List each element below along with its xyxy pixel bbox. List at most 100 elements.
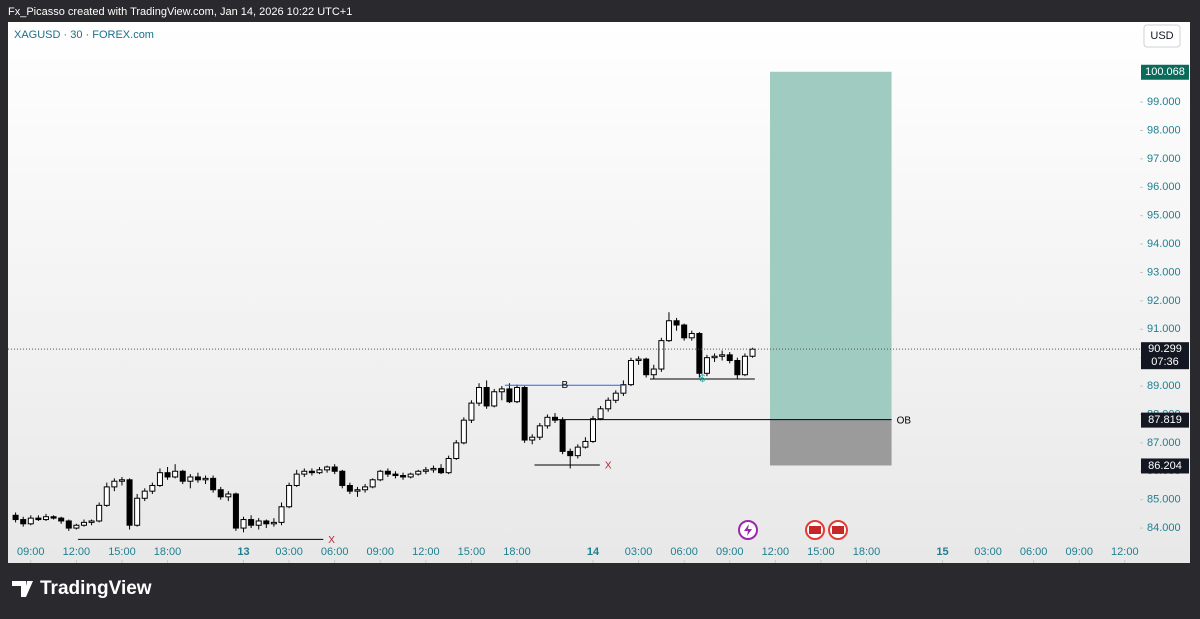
candle-body [612,392,619,401]
x-tick-label: 09:00 [716,546,744,558]
countdown: 07:36 [1151,356,1179,368]
x-tick-label: 03:00 [625,546,653,558]
logo-mark [12,581,33,597]
candle-body [111,480,118,488]
candle-body [232,493,239,529]
lightning [744,524,752,536]
candle-body [597,408,604,420]
candle-body [331,466,338,472]
price-tag-label: 86.204 [1148,460,1182,472]
candle-body [711,355,718,359]
candle-body [286,484,293,508]
candle-body [255,520,262,526]
x-tick-label: 18:00 [503,546,531,558]
candle-body [643,358,650,376]
candle-body [240,519,247,529]
candle-body [696,333,703,374]
candle-body [50,516,57,519]
candle-body [202,477,209,481]
candle-body [118,479,125,482]
candle-body [35,517,42,521]
candle-body [58,517,65,522]
candle-body [126,479,133,526]
candle-body [476,386,483,404]
candle-body [529,436,536,441]
candle-body [88,520,95,523]
candle-body [627,360,634,386]
candle-body [665,320,672,342]
caption: Fx_Picasso created with TradingView.com,… [8,6,352,18]
level-label: X [605,461,612,472]
candle-body [149,484,156,492]
candle-body [308,470,315,474]
candle-body [703,357,710,374]
y-tick-label: 87.000 [1147,437,1181,449]
candle-body [681,324,688,339]
candle-body [248,519,255,526]
candle-body [339,470,346,486]
chart-title: XAGUSD · 30 · FOREX.com [14,29,154,41]
candle-body [483,386,490,407]
candle-body [605,399,612,410]
x-tick-label: 06:00 [670,546,698,558]
candle-body [42,516,49,521]
candle-body [582,440,589,448]
x-tick-label: 09:00 [17,546,45,558]
candle-body [20,519,27,525]
y-tick-label: 96.000 [1147,181,1181,193]
candle-body [179,470,186,482]
candle-body [217,489,224,498]
candle-body [27,517,34,525]
footer [0,563,1200,614]
y-tick-label: 91.000 [1147,323,1181,335]
candle-body [688,333,695,339]
candle-body [574,446,581,457]
candle-body [187,476,194,482]
candle-body [407,473,414,478]
x-tick-label: 15:00 [108,546,136,558]
candle-body [506,388,513,403]
candle-body [658,340,665,370]
candle-body [559,419,566,452]
candle-body [164,472,171,478]
candle-body [589,418,597,442]
candle-body [225,493,232,498]
x-tick-label: 12:00 [762,546,790,558]
candle-body [749,348,756,357]
x-tick-label: 03:00 [275,546,303,558]
y-tick-label: 92.000 [1147,295,1181,307]
y-tick-label: 95.000 [1147,210,1181,222]
y-tick-label: 89.000 [1147,380,1181,392]
candle-body [73,524,80,529]
candle-body [301,470,308,475]
candle-body [620,384,627,394]
x-tick-label: 06:00 [1020,546,1048,558]
candle-body [369,479,376,488]
level-label: OB [897,415,912,426]
x-tick-label: 13 [237,546,249,558]
candle-body [377,470,384,481]
candle-body [141,490,148,499]
plot: 09:00 12:00 15:00 18:00 13 03:00 06:00 09:00 12:… [8,64,1189,563]
candle-body [172,470,179,478]
candle-body [194,476,201,481]
candle-body [536,425,543,438]
level-label: B [562,380,569,391]
y-tick-label: 84.000 [1147,522,1181,534]
candle-body [400,475,407,478]
candle-body [80,521,87,526]
last-price-label: 90.299 [1148,343,1182,355]
candle-body [96,504,103,522]
currency-box[interactable] [1143,24,1181,48]
x-tick-label: 18:00 [154,546,182,558]
candle-body [650,368,657,376]
currency[interactable]: USD [1150,30,1173,42]
candle-body [156,472,163,486]
x-tick-label: 12:00 [412,546,440,558]
x-tick-label: 14 [587,546,600,558]
brand: TradingView [40,578,152,599]
candle-body [453,442,460,459]
candle-body [498,388,505,393]
candle-body [422,469,429,472]
